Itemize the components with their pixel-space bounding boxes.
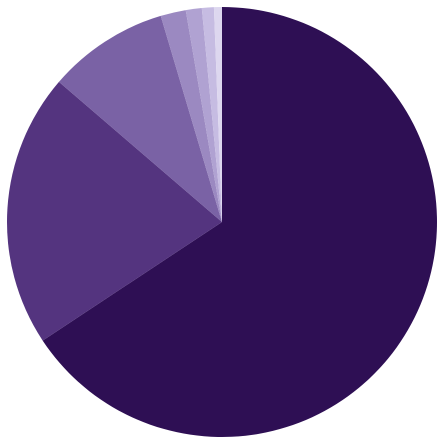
pie-slice-6 [201, 7, 222, 223]
pie-slice-3 [58, 15, 223, 223]
pie-slice-4 [160, 10, 222, 223]
pie-slice-1 [42, 7, 437, 437]
pie-slices [7, 6, 437, 437]
pie-slice-2 [7, 81, 223, 341]
pie-slice-7 [213, 6, 222, 223]
pie-slice-5 [185, 7, 222, 223]
